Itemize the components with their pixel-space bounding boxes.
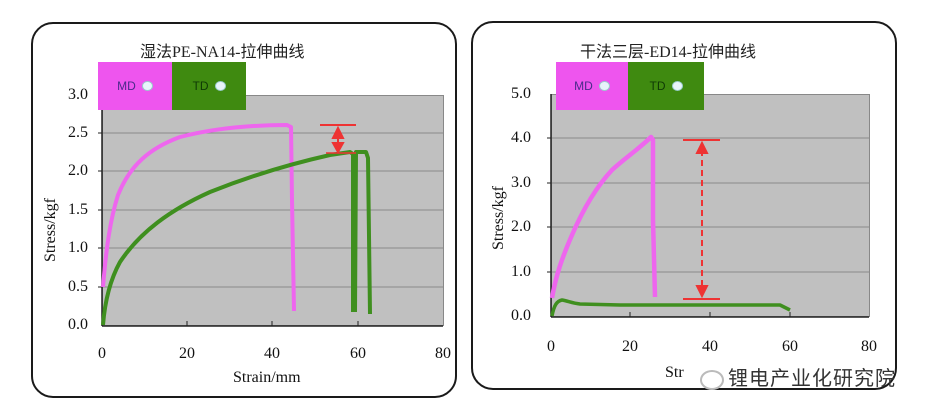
y-tick: 0.0	[511, 307, 531, 324]
y-tick: 3.0	[68, 86, 88, 103]
x-tick: 80	[861, 338, 877, 355]
left-legend-md: MD	[98, 62, 172, 110]
x-tick: 20	[179, 345, 195, 362]
x-tick: 0	[547, 338, 555, 355]
left-legend: MD TD	[98, 62, 246, 110]
y-tick: 3.0	[511, 174, 531, 191]
legend-marker-icon	[671, 81, 683, 91]
x-tick: 0	[98, 345, 106, 362]
y-tick: 1.0	[68, 239, 88, 256]
left-diff-arrow	[320, 124, 356, 155]
x-tick: 40	[264, 345, 280, 362]
y-tick: 1.0	[511, 263, 531, 280]
watermark-logo-icon	[700, 369, 724, 390]
right-chart-title: 干法三层-ED14-拉伸曲线	[580, 44, 756, 61]
right-x-axis-label: Str	[665, 364, 684, 381]
legend-marker-icon	[141, 81, 153, 91]
y-tick: 1.5	[68, 201, 88, 218]
y-tick: 0.5	[68, 278, 88, 295]
left-chart-title: 湿法PE-NA14-拉伸曲线	[140, 44, 305, 61]
x-tick: 60	[782, 338, 798, 355]
right-legend-td-label: TD	[649, 79, 666, 93]
left-legend-md-label: MD	[117, 79, 136, 93]
x-tick: 20	[622, 338, 638, 355]
left-td-curve	[101, 150, 372, 326]
right-legend-md: MD	[556, 62, 628, 110]
legend-marker-icon	[214, 81, 226, 91]
right-legend: MD TD	[556, 62, 704, 110]
watermark-text: 锂电产业化研究院	[728, 366, 896, 390]
left-legend-td: TD	[172, 62, 246, 110]
legend-marker-icon	[598, 81, 610, 91]
x-tick: 60	[350, 345, 366, 362]
y-tick: 0.0	[68, 316, 88, 333]
x-tick: 80	[435, 345, 451, 362]
y-tick: 4.0	[511, 129, 531, 146]
right-legend-td: TD	[628, 62, 704, 110]
y-tick: 2.0	[511, 218, 531, 235]
y-tick: 5.0	[511, 85, 531, 102]
right-legend-md-label: MD	[574, 79, 593, 93]
right-td-curve	[550, 298, 791, 317]
left-x-axis-label: Strain/mm	[233, 369, 301, 386]
x-tick: 40	[702, 338, 718, 355]
left-legend-td-label: TD	[192, 79, 209, 93]
right-diff-arrow	[683, 139, 720, 300]
watermark: 锂电产业化研究院	[700, 362, 896, 391]
y-tick: 2.0	[68, 162, 88, 179]
right-md-curve	[549, 134, 658, 299]
left-md-curve	[101, 123, 296, 312]
right-plot-area	[551, 94, 870, 317]
right-y-axis-label: Stress/kgf	[490, 186, 507, 250]
y-tick: 2.5	[68, 124, 88, 141]
